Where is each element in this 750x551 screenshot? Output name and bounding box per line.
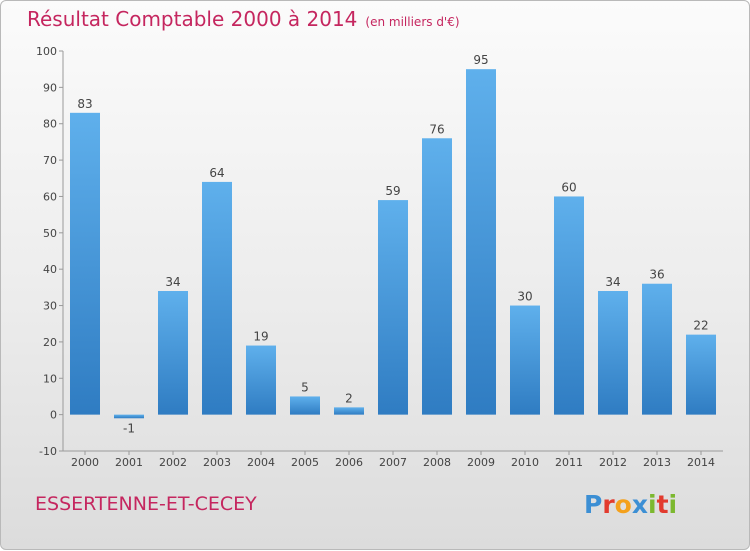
- logo-letter: t: [656, 490, 669, 519]
- chart-title-unit: (en milliers d'€): [365, 15, 460, 29]
- y-tick-label: 0: [50, 409, 57, 422]
- bar-2011: [554, 196, 584, 415]
- y-tick-label: 90: [43, 81, 57, 94]
- value-label-2001: -1: [123, 421, 135, 435]
- value-label-2000: 83: [77, 97, 92, 111]
- logo-letter: r: [602, 490, 615, 519]
- y-tick-label: 70: [43, 154, 57, 167]
- x-tick-label: 2005: [291, 456, 319, 469]
- value-label-2012: 34: [605, 275, 620, 289]
- value-label-2013: 36: [649, 268, 664, 282]
- chart-title: Résultat Comptable 2000 à 2014 (en millie…: [27, 7, 460, 31]
- bar-2012: [598, 291, 628, 415]
- logo-letter: x: [631, 490, 648, 519]
- x-tick-label: 2008: [423, 456, 451, 469]
- value-label-2010: 30: [517, 290, 532, 304]
- y-tick-label: 80: [43, 118, 57, 131]
- y-tick-label: 60: [43, 190, 57, 203]
- bar-2008: [422, 138, 452, 415]
- y-tick-label: 40: [43, 263, 57, 276]
- value-label-2004: 19: [253, 330, 268, 344]
- logo-letter: i: [648, 490, 657, 519]
- x-tick-label: 2010: [511, 456, 539, 469]
- chart-title-main: Résultat Comptable 2000 à 2014: [27, 7, 358, 31]
- logo-letter: P: [584, 490, 603, 519]
- bar-2004: [246, 345, 276, 415]
- x-tick-label: 2007: [379, 456, 407, 469]
- y-tick-label: 30: [43, 300, 57, 313]
- x-tick-label: 2004: [247, 456, 275, 469]
- y-tick-label: 20: [43, 336, 57, 349]
- x-tick-label: 2013: [643, 456, 671, 469]
- bar-2001: [114, 414, 144, 419]
- x-tick-label: 2003: [203, 456, 231, 469]
- x-tick-label: 2006: [335, 456, 363, 469]
- x-tick-label: 2012: [599, 456, 627, 469]
- bar-2007: [378, 200, 408, 415]
- y-tick-label: 100: [36, 45, 57, 58]
- proxiti-logo: Proxiti: [584, 490, 677, 519]
- logo-letter: i: [668, 490, 678, 519]
- x-tick-label: 2000: [71, 456, 99, 469]
- bar-2000: [70, 112, 100, 415]
- value-label-2003: 64: [209, 166, 224, 180]
- x-tick-label: 2002: [159, 456, 187, 469]
- bar-2003: [202, 181, 232, 415]
- value-label-2006: 2: [345, 391, 353, 405]
- logo-letter: o: [614, 490, 632, 519]
- value-label-2008: 76: [429, 122, 444, 136]
- value-label-2005: 5: [301, 380, 309, 394]
- value-label-2009: 95: [473, 53, 488, 67]
- bar-2013: [642, 283, 672, 415]
- bar-2005: [290, 396, 320, 415]
- value-label-2002: 34: [165, 275, 180, 289]
- value-label-2014: 22: [693, 319, 708, 333]
- y-tick-label: -10: [39, 445, 57, 458]
- town-name: ESSERTENNE-ET-CECEY: [35, 493, 257, 515]
- value-label-2011: 60: [561, 180, 576, 194]
- x-tick-label: 2001: [115, 456, 143, 469]
- x-tick-label: 2014: [687, 456, 715, 469]
- bar-2009: [466, 69, 496, 415]
- y-tick-label: 50: [43, 227, 57, 240]
- bar-2010: [510, 305, 540, 415]
- y-tick-label: 10: [43, 372, 57, 385]
- bar-2014: [686, 334, 716, 415]
- bar-2002: [158, 291, 188, 415]
- value-label-2007: 59: [385, 184, 400, 198]
- x-tick-label: 2009: [467, 456, 495, 469]
- bar-2006: [334, 407, 364, 415]
- x-tick-label: 2011: [555, 456, 583, 469]
